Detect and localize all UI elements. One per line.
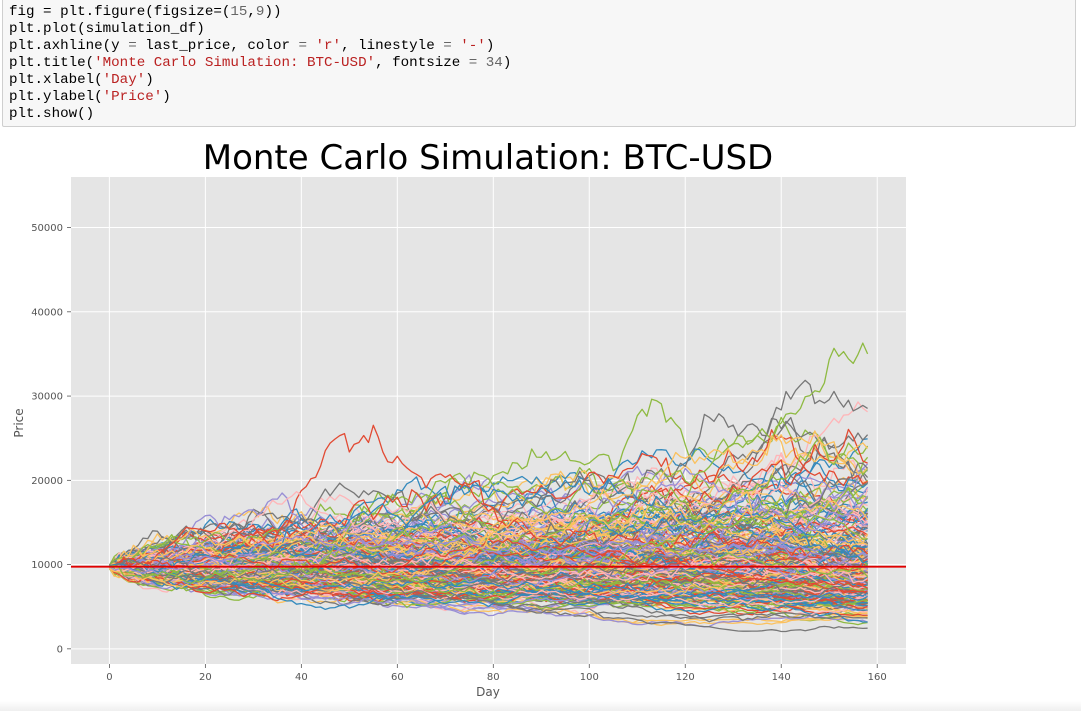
x-tick-label: 20 [199,672,212,683]
x-tick-label: 40 [295,672,308,683]
simulation-paths [108,342,869,633]
y-tick-label: 50000 [31,223,63,234]
x-axis-ticks: 0 20 40 60 80 100 120 140 160 [106,664,887,683]
simulation-path [109,492,869,574]
simulation-path [109,563,868,602]
simulation-path [109,479,868,573]
code-line: plt.plot(simulation_df) [9,21,205,37]
monte-carlo-chart: Monte Carlo Simulation: BTC-USD 0 20 40 60 8… [12,138,906,699]
code-line: plt.axhline(y = last_price, color = 'r',… [9,38,495,54]
x-tick-label: 140 [772,672,791,683]
y-tick-label: 10000 [31,560,63,571]
code-line: plt.title('Monte Carlo Simulation: BTC-U… [9,55,512,71]
y-tick-label: 40000 [31,307,63,318]
y-axis-label: Price [12,408,26,437]
y-tick-label: 20000 [31,476,63,487]
simulation-path [109,430,869,588]
simulation-path [108,566,868,602]
output-area: Monte Carlo Simulation: BTC-USD 0 20 40 60 8… [0,128,1081,711]
simulation-path [108,491,869,569]
simulation-path [109,556,868,587]
y-tick-label: 30000 [31,392,63,403]
code-line: plt.xlabel('Day') [9,72,154,88]
bottom-shade [0,701,1081,711]
simulation-path [109,563,868,611]
simulation-path [109,424,868,571]
simulation-path [109,565,868,608]
x-tick-label: 120 [676,672,695,683]
y-tick-label: 0 [57,644,63,655]
code-line: plt.show() [9,106,95,122]
x-tick-label: 80 [487,672,500,683]
simulation-path [109,500,869,572]
code-line: plt.ylabel('Price') [9,89,171,105]
simulation-path [109,342,869,590]
simulation-path [109,551,868,586]
x-tick-label: 0 [106,672,112,683]
chart-title: Monte Carlo Simulation: BTC-USD [203,138,773,178]
simulation-path [109,528,868,586]
x-tick-label: 100 [580,672,599,683]
simulation-path [109,557,868,633]
code-cell[interactable]: fig = plt.figure(figsize=(15,9)) plt.plo… [2,0,1076,127]
simulation-path [108,564,868,628]
code-editor[interactable]: fig = plt.figure(figsize=(15,9)) plt.plo… [3,0,1075,123]
x-axis-label: Day [476,685,500,699]
simulation-path [108,477,868,574]
simulation-path [109,540,869,584]
y-axis-ticks: 0 10000 20000 30000 40000 50000 [31,223,71,655]
x-tick-label: 160 [868,672,887,683]
code-line: fig = plt.figure(figsize=(15,9)) [9,4,282,20]
simulation-path [109,490,868,590]
x-tick-label: 60 [391,672,404,683]
simulation-path [109,534,868,575]
